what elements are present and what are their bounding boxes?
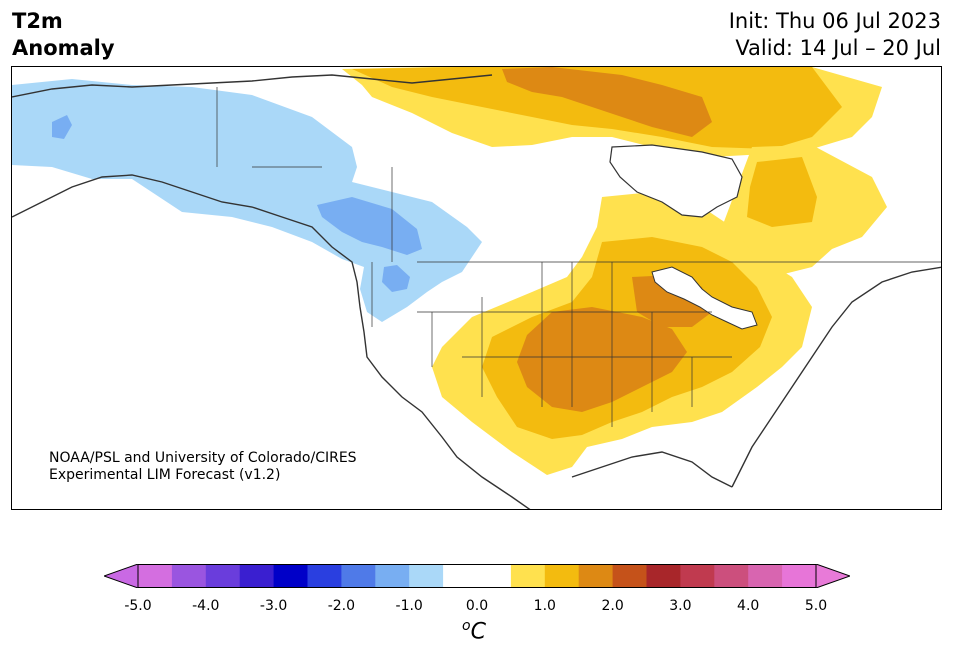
colorbar-swatch: [205, 564, 241, 588]
colorbar-swatch: [748, 564, 783, 588]
colorbar-swatch: [578, 564, 614, 588]
colorbar-tick-label: -2.0: [327, 598, 356, 614]
colorbar-ticks: -5.0 -4.0 -3.0 -2.0 -1.0 0.0 1.0 2.0 3.0 4.0 5.0: [0, 598, 953, 616]
colorbar-border: [137, 564, 817, 588]
colorbar-swatch: [375, 564, 410, 588]
colorbar-tick-label: 5.0: [804, 598, 828, 614]
colorbar-swatch: [409, 564, 444, 588]
colorbar-over-arrow: [815, 563, 852, 589]
colorbar-tick-label: 0.0: [465, 598, 489, 614]
map-canvas: [12, 67, 941, 509]
colorbar-under-arrow: [102, 563, 139, 589]
colorbar: [102, 563, 852, 589]
colorbar-swatch: [239, 564, 275, 588]
date-info: Init: Thu 06 Jul 2023 Valid: 14 Jul – 20…: [729, 8, 941, 62]
warm-region-east-canada-2: [747, 157, 817, 227]
valid-range: Valid: 14 Jul – 20 Jul: [735, 36, 941, 60]
colorbar-swatch: [443, 564, 478, 588]
warm-region-us-3: [517, 307, 687, 412]
colorbar-swatch: [510, 564, 546, 588]
state-borders: [216, 87, 941, 427]
colorbar-swatch: [171, 564, 207, 588]
colorbar-swatch: [477, 564, 512, 588]
colorbar-tick-label: -4.0: [192, 598, 220, 614]
colorbar-swatch: [714, 564, 749, 588]
colorbar-tick-label: -1.0: [395, 598, 423, 614]
title-variable-line1: T2m: [12, 9, 63, 33]
colorbar-swatch: [307, 564, 342, 588]
colorbar-swatch: [544, 564, 580, 588]
colorbar-tick-label: -3.0: [259, 598, 288, 614]
map-title: T2m Anomaly: [12, 8, 115, 62]
colorbar-swatch: [646, 564, 681, 588]
cool-region-3: [382, 265, 410, 292]
colorbar-tick-label: 1.0: [533, 598, 556, 614]
colorbar-graphic: [102, 563, 852, 589]
cool-region-4: [52, 115, 72, 139]
credit-text: NOAA/PSL and University of Colorado/CIRE…: [49, 450, 357, 484]
credit-line1: NOAA/PSL and University of Colorado/CIRE…: [49, 450, 357, 466]
colorbar-swatch: [680, 564, 715, 588]
unit-prefix: o: [462, 618, 471, 634]
colorbar-tick-label: 3.0: [669, 598, 692, 614]
colorbar-tick-label: -5.0: [124, 598, 152, 614]
colorbar-swatch: [138, 564, 173, 588]
colorbar-swatch: [273, 564, 308, 588]
great-lakes: [651, 266, 758, 330]
colorbar-tick-label: 2.0: [601, 598, 624, 614]
cool-region-2: [317, 197, 422, 255]
title-variable-line2: Anomaly: [12, 36, 115, 60]
colorbar-tick-label: 4.0: [737, 598, 760, 614]
hudson-bay: [609, 144, 743, 218]
colorbar-swatch: [341, 564, 376, 588]
cool-region-1: [12, 79, 482, 322]
anomaly-map: [11, 66, 942, 510]
colorbar-swatch: [612, 564, 647, 588]
coastline: [12, 74, 941, 509]
init-date: Init: Thu 06 Jul 2023: [728, 9, 941, 33]
colorbar-swatch: [782, 564, 817, 588]
colorbar-unit: oC: [462, 618, 486, 644]
unit-base: C: [470, 619, 486, 645]
credit-line2: Experimental LIM Forecast (v1.2): [49, 467, 281, 483]
warm-region-canada-3: [502, 67, 712, 137]
